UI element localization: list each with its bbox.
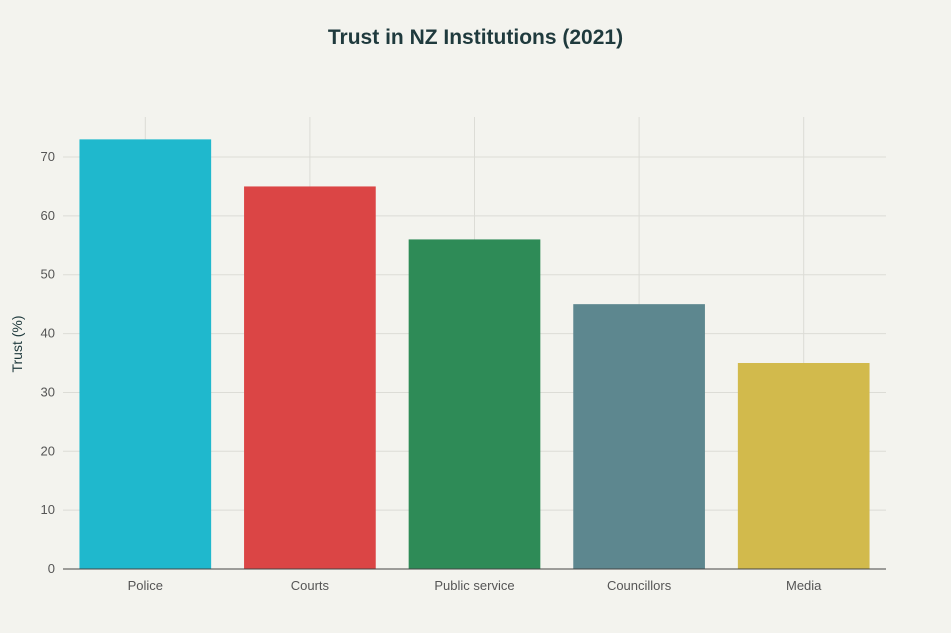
y-tick-label: 50 bbox=[41, 267, 55, 282]
y-tick-label: 70 bbox=[41, 149, 55, 164]
axes: 0 10 20 30 40 50 60 70 Police Courts Public servic… bbox=[41, 149, 886, 593]
x-tick-label: Councillors bbox=[607, 578, 672, 593]
bar-public-service bbox=[408, 239, 541, 569]
chart-title: Trust in NZ Institutions (2021) bbox=[327, 26, 624, 49]
x-tick-label: Courts bbox=[291, 578, 330, 593]
x-tick-label: Media bbox=[786, 578, 822, 593]
y-tick-label: 60 bbox=[41, 208, 55, 223]
y-tick-label: 0 bbox=[48, 561, 55, 576]
x-tick-label: Police bbox=[128, 578, 163, 593]
bar-courts bbox=[244, 186, 376, 569]
y-tick-label: 30 bbox=[41, 384, 55, 399]
y-tick-label: 10 bbox=[41, 502, 55, 517]
bar-councillors bbox=[573, 304, 705, 569]
bars bbox=[79, 139, 870, 570]
bar-media bbox=[737, 363, 870, 569]
y-tick-label: 20 bbox=[41, 443, 55, 458]
bar-police bbox=[79, 139, 212, 570]
y-tick-label: 40 bbox=[41, 326, 55, 341]
x-tick-label: Public service bbox=[434, 578, 514, 593]
